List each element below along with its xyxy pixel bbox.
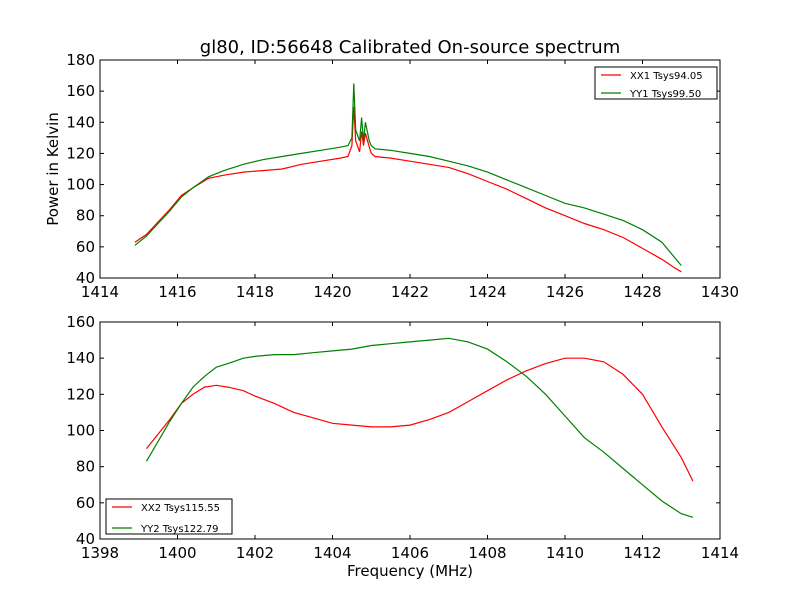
chart-title: gl80, ID:56648 Calibrated On-source spec… xyxy=(200,37,620,58)
x-tick-label: 1398 xyxy=(81,544,119,562)
series-line-1 xyxy=(146,357,694,482)
x-tick-label: 1410 xyxy=(546,544,584,562)
x-tick-label: 1414 xyxy=(701,544,739,562)
y-tick-label: 60 xyxy=(76,238,95,256)
x-tick-label: 1424 xyxy=(468,283,506,301)
x-tick-label: 1404 xyxy=(313,544,351,562)
y-tick-label: 80 xyxy=(76,207,95,225)
x-tick-label: 1418 xyxy=(236,283,274,301)
y-tick-label: 60 xyxy=(76,494,95,512)
x-tick-label: 1416 xyxy=(158,283,196,301)
x-tick-label: 1408 xyxy=(468,544,506,562)
y-tick-label: 160 xyxy=(66,313,95,331)
bottom-plot: 1398 1400 1402 1404 1406 1408 1410 1412 1414 40 60… xyxy=(66,313,739,580)
series-line-2 xyxy=(134,83,682,266)
x-tick-label: 1420 xyxy=(313,283,351,301)
y-tick-label: 160 xyxy=(66,82,95,100)
legend: XX2 Tsys115.55 YY2 Tsys122.79 xyxy=(105,498,233,535)
y-tick-label: 140 xyxy=(66,349,95,367)
y-tick-label: 100 xyxy=(66,422,95,440)
x-tick-label: 1426 xyxy=(546,283,584,301)
x-tick-label: 1400 xyxy=(158,544,196,562)
x-tick-label: 1412 xyxy=(623,544,661,562)
series-line-1 xyxy=(134,106,682,273)
x-tick-label: 1402 xyxy=(236,544,274,562)
top-plot: 1414 1416 1418 1420 1422 1424 1426 1428 1430 40 60… xyxy=(44,51,739,301)
legend-label: XX2 Tsys115.55 xyxy=(141,503,220,514)
y-tick-label: 100 xyxy=(66,176,95,194)
y-tick-label: 40 xyxy=(76,269,95,287)
x-tick-label: 1430 xyxy=(701,283,739,301)
x-tick-label: 1414 xyxy=(81,283,119,301)
y-tick-label: 140 xyxy=(66,113,95,131)
x-tick-label: 1406 xyxy=(391,544,429,562)
series-line-2 xyxy=(145,337,694,518)
y-tick-label: 180 xyxy=(66,51,95,69)
x-tick-label: 1422 xyxy=(391,283,429,301)
y-axis-title: Power in Kelvin xyxy=(44,112,62,226)
legend-box xyxy=(594,66,718,100)
x-axis-title: Frequency (MHz) xyxy=(347,562,473,580)
y-tick-label: 80 xyxy=(76,458,95,476)
x-tick-label: 1428 xyxy=(623,283,661,301)
y-tick-label: 120 xyxy=(66,385,95,403)
y-tick-label: 120 xyxy=(66,144,95,162)
legend-label: YY1 Tsys99.50 xyxy=(629,89,701,100)
y-tick-label: 40 xyxy=(76,530,95,548)
legend: XX1 Tsys94.05 YY1 Tsys99.50 xyxy=(594,66,718,100)
legend-label: XX1 Tsys94.05 xyxy=(630,71,703,82)
legend-label: YY2 Tsys122.79 xyxy=(140,524,219,535)
